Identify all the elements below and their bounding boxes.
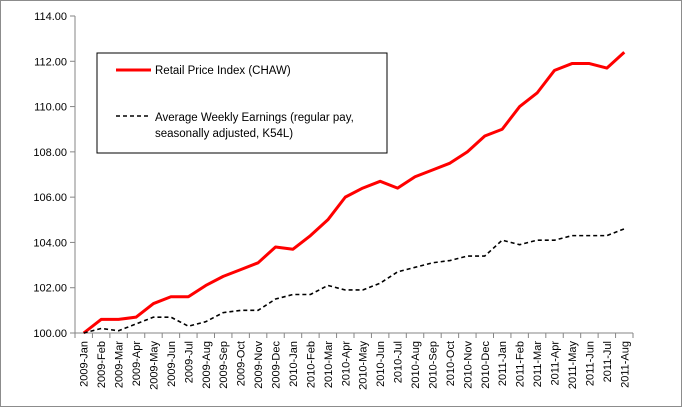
x-tick-label: 2009-Nov — [253, 341, 265, 389]
legend-label-awe-line-1: Average Weekly Earnings (regular pay, — [155, 112, 354, 124]
x-tick-label: 2011-Apr — [550, 341, 562, 386]
x-tick-label: 2011-Feb — [515, 341, 527, 387]
x-tick-label: 2009-Mar — [114, 341, 126, 388]
x-tick-label: 2009-Jun — [166, 341, 178, 387]
x-tick-label: 2009-Apr — [131, 341, 143, 387]
x-tick-label: 2010-Sep — [427, 341, 439, 389]
x-tick-label: 2010-Mar — [323, 341, 335, 388]
x-tick-label: 2010-Aug — [410, 341, 422, 389]
x-tick-label: 2009-Jan — [79, 341, 91, 387]
series-line-rpi — [82, 51, 626, 335]
legend-label-awe-line-2: seasonally adjusted, K54L) — [155, 128, 293, 140]
x-tick-label: 2009-Feb — [96, 341, 108, 388]
x-tick-label: 2009-Sep — [218, 341, 230, 389]
legend: Retail Price Index (CHAW) Average Weekly… — [96, 52, 388, 154]
x-tick-label: 2010-Feb — [305, 341, 317, 388]
y-tick-label: 110.00 — [34, 102, 67, 114]
x-tick-label: 2011-Jul — [602, 341, 614, 382]
y-tick-label: 102.00 — [33, 283, 67, 295]
x-tick-label: 2010-May — [358, 341, 370, 390]
x-tick-label: 2010-Jul — [393, 341, 405, 383]
x-tick-label: 2010-Dec — [480, 341, 492, 389]
x-tick-label: 2010-Nov — [462, 341, 474, 389]
series-line-awe — [83, 228, 625, 334]
y-tick-label: 106.00 — [33, 192, 67, 204]
x-tick-label: 2011-Jun — [584, 341, 596, 386]
x-tick-label: 2009-Dec — [271, 341, 283, 389]
x-tick-label: 2009-Oct — [236, 341, 248, 386]
x-tick-label: 2011-Aug — [619, 341, 631, 388]
legend-label-rpi: Retail Price Index (CHAW) — [155, 65, 291, 77]
x-tick-label: 2010-Jun — [375, 341, 387, 387]
x-tick-label: 2011-Jan — [497, 341, 509, 386]
x-tick-label: 2009-May — [148, 341, 160, 390]
y-tick-label: 108.00 — [33, 147, 67, 159]
y-tick-label: 114.00 — [34, 11, 67, 23]
x-tick-label: 2010-Jan — [288, 341, 300, 387]
series-layer — [82, 51, 626, 335]
x-tick-label: 2010-Oct — [445, 341, 457, 386]
y-tick-label: 104.00 — [33, 237, 67, 249]
y-tick-label: 100.00 — [33, 328, 67, 340]
x-tick-label: 2009-Jul — [183, 341, 195, 383]
x-tick-label: 2011-May — [567, 341, 579, 390]
x-axis-ticks: 2009-Jan 2009-Feb 2009-Mar 2009-Apr 2009-May… — [74, 333, 634, 390]
x-tick-label: 2009-Aug — [201, 341, 213, 389]
x-tick-label: 2011-Mar — [532, 341, 544, 388]
y-tick-label: 112.00 — [34, 56, 67, 68]
x-tick-label: 2010-Apr — [340, 341, 352, 387]
y-axis-ticks: 100.00 102.00 104.00 106.00 108.00 110.00 112.… — [33, 11, 75, 340]
